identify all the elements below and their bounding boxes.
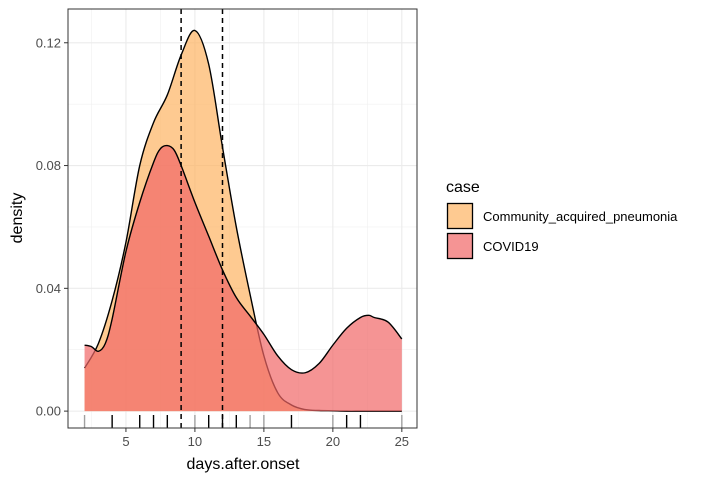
legend-key-covid19 [446, 232, 474, 260]
x-tick-label: 20 [326, 434, 340, 449]
y-tick-label: 0.00 [36, 404, 61, 419]
density-area-covid19 [84, 145, 402, 412]
x-tick-label: 10 [188, 434, 202, 449]
legend-title: case [446, 179, 480, 196]
x-tick-label: 15 [257, 434, 271, 449]
x-axis-title: days.after.onset [187, 456, 301, 473]
y-tick-label: 0.08 [36, 158, 61, 173]
reference-lines [180, 9, 224, 428]
density-areas [83, 29, 403, 412]
legend-key-community-acquired-pneumonia [446, 202, 474, 230]
rug-marks [83, 415, 403, 428]
y-tick-label: 0.12 [36, 35, 61, 50]
density-curve-covid19 [84, 144, 403, 374]
y-axis-title: density [9, 193, 26, 244]
y-tick-label: 0.04 [36, 281, 61, 296]
panel-border [67, 8, 418, 429]
axes: 5 10 15 20 25 0.00 0.04 0.08 0.12 [36, 35, 409, 449]
x-tick-label: 5 [122, 434, 129, 449]
legend-label-community-acquired-pneumonia: Community_acquired_pneumonia [483, 209, 678, 224]
x-tick-label: 25 [395, 434, 409, 449]
legend-label-covid19: COVID19 [483, 239, 539, 254]
legend: case Community_acquired_pneumonia COVID1… [446, 179, 678, 260]
density-curve-community-acquired-pneumonia [83, 29, 402, 412]
